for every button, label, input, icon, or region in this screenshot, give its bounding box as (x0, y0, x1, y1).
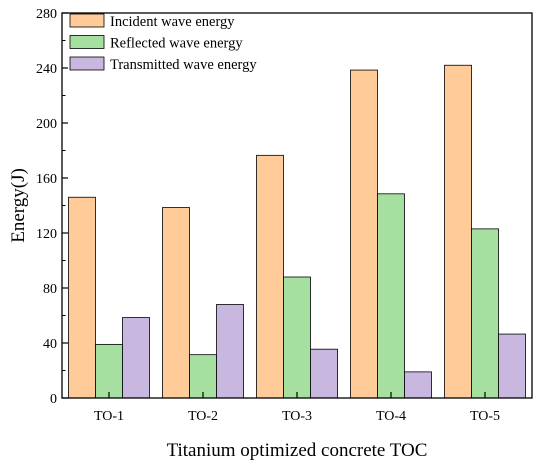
bar-1-to-5 (444, 64, 472, 399)
legend-swatch-1 (69, 13, 105, 28)
bar-3-to-1 (122, 317, 150, 399)
bar-1-to-4 (350, 69, 378, 399)
x-axis-title: Titanium optimized concrete TOC (167, 440, 428, 461)
bar-3-to-2 (216, 304, 244, 399)
bar-2-to-1 (95, 343, 123, 399)
x-tick-label: TO-1 (94, 409, 124, 424)
y-axis-title: Energy(J) (8, 168, 29, 243)
legend-swatch-3 (69, 56, 105, 71)
x-tick-label: TO-2 (188, 409, 218, 424)
y-tick-label: 160 (36, 172, 57, 187)
bar-1-to-2 (162, 207, 190, 399)
y-tick-label: 80 (43, 282, 57, 297)
x-tick-label: TO-3 (282, 409, 312, 424)
bar-2-to-2 (189, 354, 217, 399)
x-tick-label: TO-4 (376, 409, 406, 424)
legend: Incident wave energy Reflected wave energ… (69, 13, 257, 73)
y-tick-label: 280 (36, 7, 57, 22)
bars-layer (68, 64, 526, 399)
bar-1-to-1 (68, 196, 96, 399)
y-tick-label: 40 (43, 337, 57, 352)
bar-2-to-5 (471, 228, 499, 399)
bar-2-to-4 (377, 193, 405, 399)
y-tick-label: 200 (36, 117, 57, 132)
x-tick-label: TO-5 (470, 409, 500, 424)
y-tick-label: 0 (50, 392, 57, 407)
legend-label-3: Transmitted wave energy (110, 57, 257, 73)
bar-1-to-3 (256, 154, 284, 399)
bar-2-to-3 (283, 276, 311, 399)
y-tick-label: 120 (36, 227, 57, 242)
legend-swatch-2 (69, 35, 105, 49)
bar-3-to-5 (498, 333, 526, 399)
legend-label-2: Reflected wave energy (110, 36, 243, 52)
bar-3-to-4 (404, 371, 432, 399)
legend-label-1: Incident wave energy (110, 14, 235, 30)
y-tick-label: 240 (36, 62, 57, 77)
bar-3-to-3 (310, 348, 338, 399)
ticks-layer: 0 40 80 120 160 200 240 280 TO-1 TO-2 TO-3 TO-4 TO-5 (36, 7, 500, 424)
